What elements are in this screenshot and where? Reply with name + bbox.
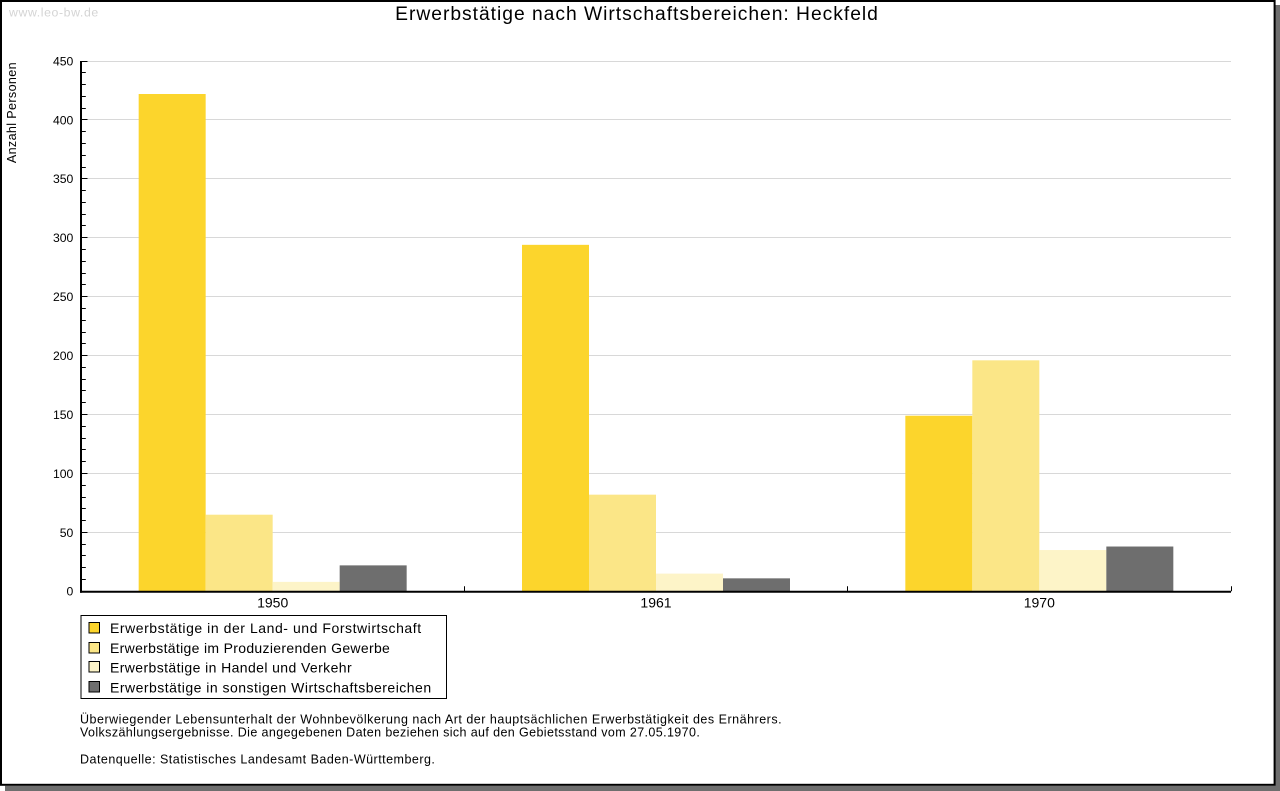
svg-text:Volkszählungsergebnisse. Die a: Volkszählungsergebnisse. Die angegebenen… — [80, 726, 700, 740]
svg-text:Erwerbstätige nach Wirtschafts: Erwerbstätige nach Wirtschaftsbereichen:… — [395, 4, 879, 25]
svg-text:1961: 1961 — [640, 595, 671, 611]
svg-text:Erwerbstätige in der Land- und: Erwerbstätige in der Land- und Forstwirt… — [110, 620, 422, 636]
svg-text:1950: 1950 — [257, 595, 288, 611]
svg-text:50: 50 — [60, 526, 74, 540]
svg-text:0: 0 — [67, 585, 74, 599]
svg-text:250: 250 — [53, 290, 74, 304]
svg-text:300: 300 — [53, 231, 74, 245]
svg-text:www.leo-bw.de: www.leo-bw.de — [8, 5, 99, 19]
svg-text:Erwerbstätige in sonstigen Wir: Erwerbstätige in sonstigen Wirtschaftsbe… — [110, 679, 432, 695]
svg-text:200: 200 — [53, 349, 74, 363]
svg-text:Erwerbstätige im Produzierende: Erwerbstätige im Produzierenden Gewerbe — [110, 640, 390, 656]
svg-text:400: 400 — [53, 113, 74, 127]
svg-text:150: 150 — [53, 408, 74, 422]
svg-text:350: 350 — [53, 172, 74, 186]
svg-text:450: 450 — [53, 54, 74, 68]
svg-text:Überwiegender Lebensunterhalt: Überwiegender Lebensunterhalt der Wohnbe… — [80, 713, 782, 727]
svg-text:1970: 1970 — [1024, 595, 1055, 611]
svg-text:Datenquelle: Statistisches Lan: Datenquelle: Statistisches Landesamt Bad… — [80, 753, 435, 767]
svg-text:Erwerbstätige in Handel und Ve: Erwerbstätige in Handel und Verkehr — [110, 660, 352, 676]
svg-text:Anzahl Personen: Anzahl Personen — [5, 62, 19, 163]
svg-text:100: 100 — [53, 467, 74, 481]
